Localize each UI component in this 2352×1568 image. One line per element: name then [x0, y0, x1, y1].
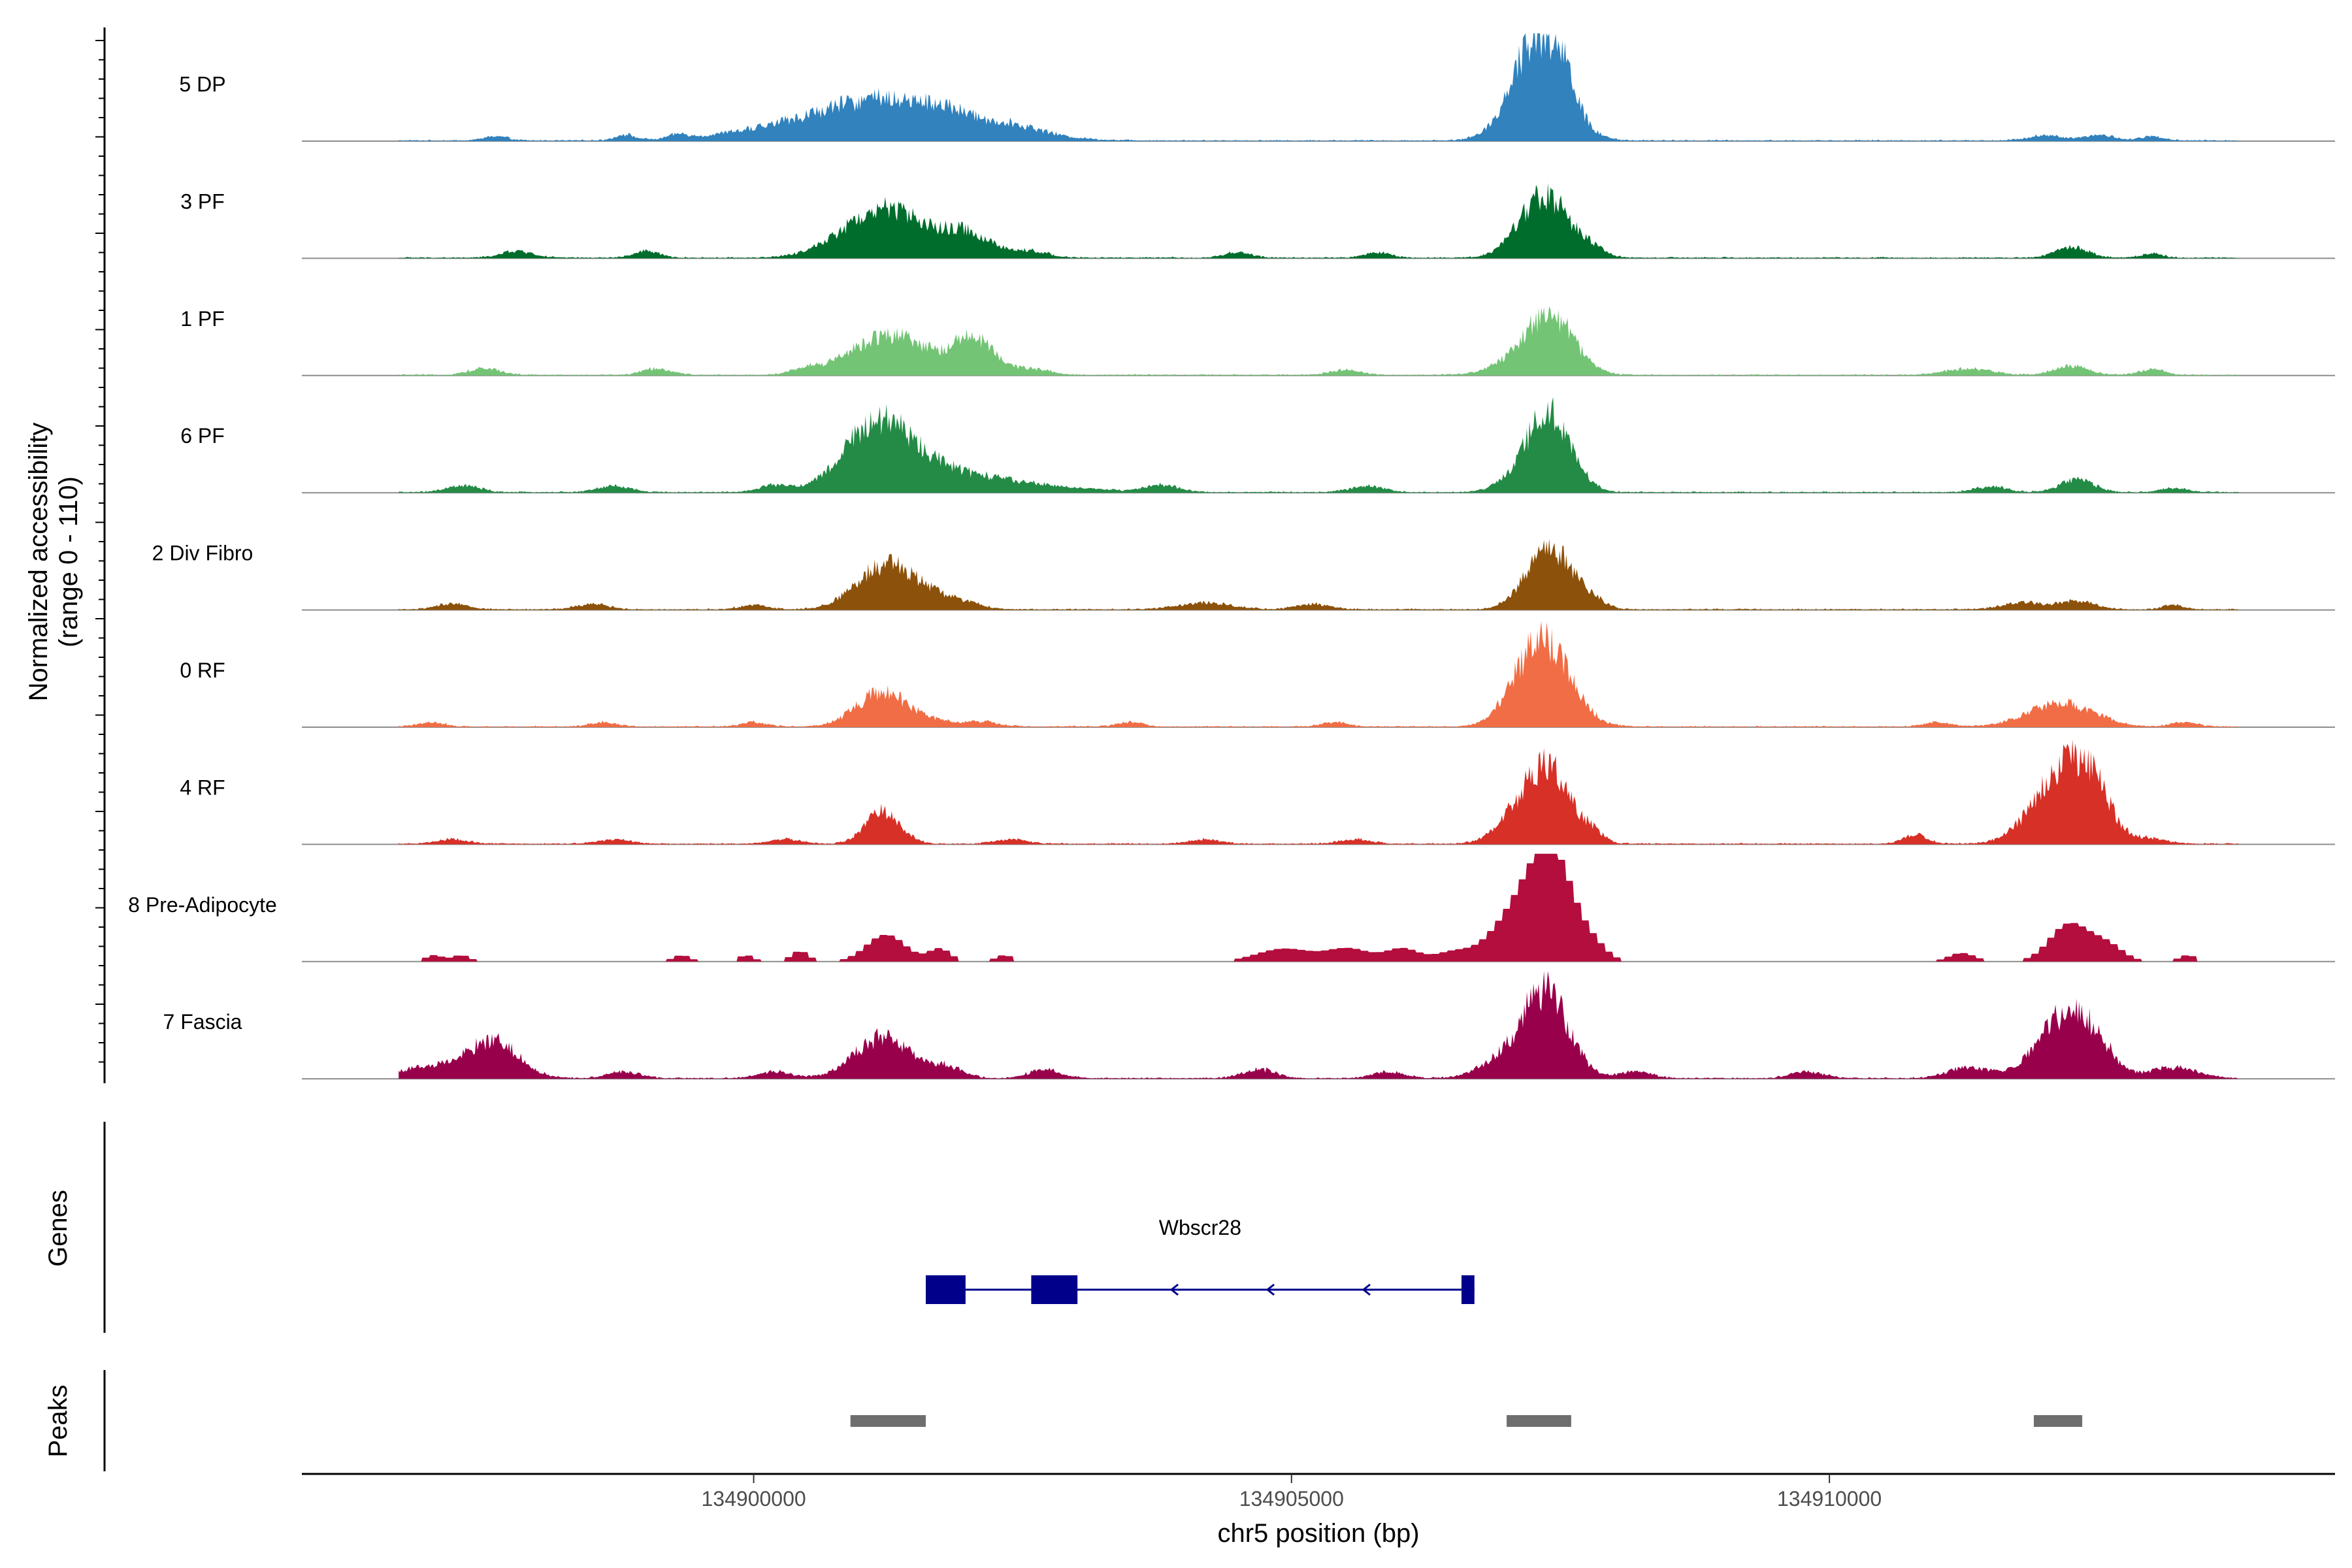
genes-track: Genes Wbscr28 [44, 1122, 1475, 1333]
coverage-area-1-pf [399, 306, 2238, 376]
track-label-0-rf: 0 RF [180, 659, 225, 682]
gene-label: Wbscr28 [1159, 1216, 1241, 1239]
strand-arrow [1362, 1283, 1371, 1296]
track-8-pre-adipocyte: 8 Pre-Adipocyte [128, 853, 2335, 962]
x-tick-label: 134910000 [1777, 1487, 1882, 1511]
track-label-6-pf: 6 PF [180, 424, 225, 448]
track-label-2-div-fibro: 2 Div Fibro [152, 542, 253, 565]
coverage-area-8-pre-adipocyte [399, 853, 2238, 962]
coverage-area-4-rf [399, 739, 2238, 845]
x-axis-title: chr5 position (bp) [1217, 1519, 1419, 1548]
x-axis: 134900000 134905000 134910000 chr5 positio… [302, 1473, 2335, 1548]
track-1-pf: 1 PF [180, 306, 2335, 376]
gene-model-wbscr28 [926, 1275, 1475, 1304]
peaks-track-title: Peaks [44, 1384, 73, 1457]
track-label-3-pf: 3 PF [180, 189, 225, 213]
peak-region-1 [850, 1415, 926, 1427]
y-axis-title-line2: (range 0 - 110) [54, 476, 83, 647]
track-6-pf: 6 PF [180, 397, 2335, 494]
track-label-8-pre-adipocyte: 8 Pre-Adipocyte [128, 893, 277, 917]
track-label-5-dp: 5 DP [179, 73, 225, 96]
track-5-dp: 5 DP [179, 33, 2335, 142]
coverage-y-axis: Normalized accessibility (range 0 - 110) [24, 27, 106, 1083]
coverage-area-6-pf [399, 397, 2238, 493]
track-3-pf: 3 PF [180, 182, 2335, 259]
gene-exon-2 [1031, 1275, 1078, 1304]
track-4-rf: 4 RF [180, 739, 2335, 845]
track-2-div-fibro: 2 Div Fibro [152, 538, 2335, 611]
coverage-area-2-div-fibro [399, 538, 2238, 610]
track-label-7-fascia: 7 Fascia [163, 1010, 242, 1034]
peaks-track: Peaks [44, 1370, 2083, 1471]
peak-region-2 [1507, 1415, 1571, 1427]
genes-track-title: Genes [44, 1190, 73, 1267]
coverage-area-3-pf [399, 182, 2238, 259]
strand-arrow [1266, 1283, 1275, 1296]
y-axis-title-line1: Normalized accessibility [24, 423, 53, 702]
gene-exon-1 [926, 1275, 966, 1304]
track-label-1-pf: 1 PF [180, 307, 225, 331]
track-0-rf: 0 RF [180, 621, 2335, 728]
peak-region-3 [2034, 1415, 2083, 1427]
x-tick-label: 134900000 [702, 1487, 806, 1511]
track-label-4-rf: 4 RF [180, 776, 225, 799]
x-tick-label: 134905000 [1239, 1487, 1344, 1511]
coverage-area-7-fascia [399, 971, 2238, 1079]
track-7-fascia: 7 Fascia [163, 971, 2335, 1080]
coverage-area-5-dp [399, 33, 2238, 141]
strand-arrow [1169, 1283, 1179, 1296]
coverage-area-0-rf [399, 621, 2238, 727]
gene-exon-3 [1462, 1275, 1475, 1304]
